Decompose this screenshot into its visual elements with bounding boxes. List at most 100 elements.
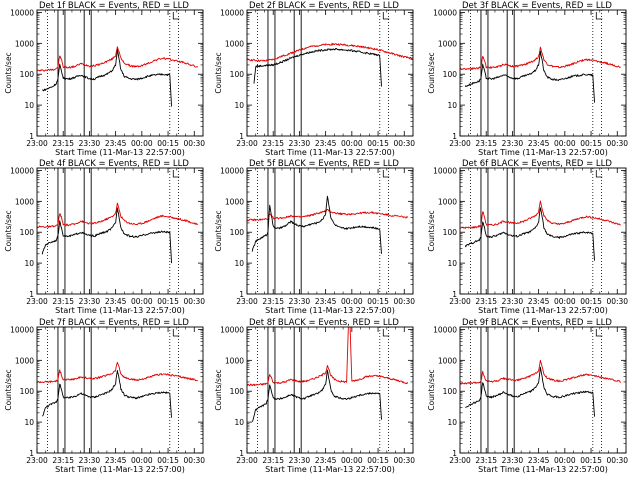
chart-title: Det 1f BLACK = Events, RED = LLD <box>39 1 189 11</box>
state-bracket <box>382 12 390 20</box>
state-bracket <box>595 329 603 337</box>
series-line-events <box>251 195 382 254</box>
x-axis-label: Start Time (11-Mar-13 22:57:00) <box>265 148 395 157</box>
chart-title: Det 4f BLACK = Events, RED = LLD <box>39 159 189 169</box>
x-tick-label: 23:30 <box>289 139 311 148</box>
plot-frame <box>459 167 627 295</box>
series-line-lld <box>37 361 198 384</box>
series-line-lld <box>460 46 621 71</box>
x-tick-label: 00:00 <box>554 139 576 148</box>
x-tick-label: 00:30 <box>393 456 415 465</box>
x-tick-label: 23:45 <box>105 456 127 465</box>
x-tick-label: 23:45 <box>528 456 550 465</box>
x-axis-label: Start Time (11-Mar-13 22:57:00) <box>478 148 608 157</box>
x-tick-label: 00:30 <box>606 139 628 148</box>
x-tick-label: 00:30 <box>393 139 415 148</box>
x-tick-label: 23:30 <box>289 297 311 306</box>
y-tick-label: 1 <box>29 132 34 141</box>
plot-frame <box>246 9 414 137</box>
x-tick-label: 23:30 <box>502 456 524 465</box>
x-tick-label: 23:45 <box>105 139 127 148</box>
x-axis-label: Start Time (11-Mar-13 22:57:00) <box>265 306 395 315</box>
state-bracket <box>172 12 180 20</box>
y-tick-label: 10000 <box>10 8 34 17</box>
y-tick-label: 1 <box>29 449 34 458</box>
x-tick-label: 23:45 <box>315 139 337 148</box>
y-tick-label: 10 <box>447 101 457 110</box>
state-bracket <box>595 12 603 20</box>
y-tick-label: 10000 <box>220 166 244 175</box>
x-tick-label: 00:15 <box>367 297 389 306</box>
y-tick-label: 10 <box>447 259 457 268</box>
x-tick-label: 23:15 <box>262 297 284 306</box>
x-tick-label: 23:30 <box>79 297 101 306</box>
x-tick-label: 23:00 <box>236 297 258 306</box>
x-tick-label: 00:30 <box>183 456 205 465</box>
x-tick-label: 00:15 <box>367 139 389 148</box>
y-tick-label: 10000 <box>10 325 34 334</box>
x-tick-label: 00:15 <box>367 456 389 465</box>
y-tick-label: 10 <box>234 259 244 268</box>
y-tick-label: 1 <box>452 290 457 299</box>
x-tick-label: 23:15 <box>52 297 74 306</box>
x-tick-label: 00:00 <box>131 139 153 148</box>
plot-frame <box>36 167 204 295</box>
x-tick-label: 00:30 <box>606 297 628 306</box>
y-tick-label: 1 <box>29 290 34 299</box>
y-tick-label: 1000 <box>225 197 244 206</box>
x-tick-label: 00:00 <box>131 297 153 306</box>
x-tick-label: 00:30 <box>183 139 205 148</box>
series-group <box>460 359 622 417</box>
x-tick-label: 23:15 <box>475 456 497 465</box>
chart-title: Det 3f BLACK = Events, RED = LLD <box>462 1 612 11</box>
series-line-events <box>42 370 172 418</box>
series-line-events <box>464 50 595 103</box>
series-line-lld <box>247 208 409 222</box>
x-tick-label: 23:00 <box>236 139 258 148</box>
plot-frame <box>36 9 204 137</box>
series-line-lld <box>460 359 622 385</box>
y-axis-label: Counts/sec <box>427 210 436 251</box>
x-tick-label: 23:45 <box>315 297 337 306</box>
series-line-lld <box>460 200 621 229</box>
y-tick-label: 100 <box>20 387 35 396</box>
x-axis-label: Start Time (11-Mar-13 22:57:00) <box>478 306 608 315</box>
series-group <box>460 200 621 261</box>
x-axis-label: Start Time (11-Mar-13 22:57:00) <box>55 148 185 157</box>
x-tick-label: 00:15 <box>157 139 179 148</box>
state-bracket <box>595 170 603 178</box>
y-tick-label: 100 <box>230 228 245 237</box>
x-tick-label: 23:00 <box>449 139 471 148</box>
x-tick-label: 23:15 <box>475 297 497 306</box>
x-tick-label: 00:30 <box>606 456 628 465</box>
series-line-lld <box>37 46 199 72</box>
x-tick-label: 23:45 <box>315 456 337 465</box>
x-tick-label: 00:30 <box>183 297 205 306</box>
x-tick-label: 23:00 <box>449 297 471 306</box>
x-axis-label: Start Time (11-Mar-13 22:57:00) <box>265 465 395 474</box>
y-axis-label: Counts/sec <box>4 52 13 93</box>
series-group <box>460 46 621 103</box>
y-tick-label: 1000 <box>15 39 34 48</box>
x-tick-label: 23:00 <box>449 456 471 465</box>
x-tick-label: 00:15 <box>580 456 602 465</box>
x-tick-label: 00:00 <box>554 456 576 465</box>
y-tick-label: 1000 <box>225 39 244 48</box>
x-tick-label: 23:30 <box>289 456 311 465</box>
x-tick-label: 23:45 <box>105 297 127 306</box>
y-tick-label: 10000 <box>10 166 34 175</box>
y-tick-label: 1000 <box>15 356 34 365</box>
series-group <box>247 327 409 422</box>
chart-panel-7: Det 7f BLACK = Events, RED = LLD 1 10 100 10… <box>4 318 205 474</box>
y-tick-label: 1 <box>239 449 244 458</box>
y-tick-label: 100 <box>230 387 245 396</box>
y-axis-label: Counts/sec <box>214 52 223 93</box>
y-tick-label: 10 <box>24 418 34 427</box>
series-group <box>37 202 199 264</box>
x-tick-label: 23:00 <box>236 456 258 465</box>
y-tick-label: 10 <box>24 259 34 268</box>
series-group <box>247 195 409 254</box>
x-tick-label: 00:15 <box>580 297 602 306</box>
y-tick-label: 1000 <box>438 197 457 206</box>
